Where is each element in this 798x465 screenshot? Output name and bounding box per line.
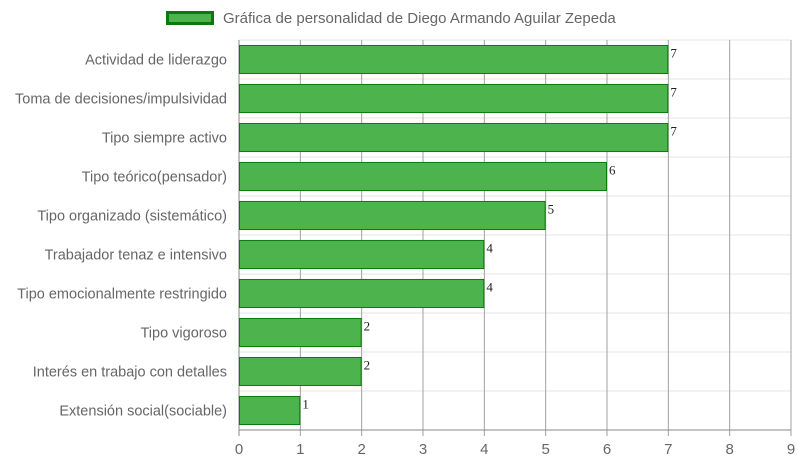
x-tick-label: 1 [296,441,304,458]
category-label: Tipo vigoroso [140,326,227,342]
x-tick-label: 2 [357,441,365,458]
category-label: Tipo emocionalmente restringido [17,287,227,303]
x-tick-label: 9 [787,441,795,458]
data-label: 7 [670,46,677,61]
bar [239,356,362,387]
x-tick-label: 6 [603,441,611,458]
data-label: 4 [486,280,493,295]
category-label: Tipo organizado (sistemático) [37,209,227,225]
category-label: Tipo teórico(pensador) [82,170,227,186]
data-label: 4 [486,241,493,256]
legend-label: Gráfica de personalidad de Diego Armando… [223,9,616,27]
bar [239,395,301,426]
category-label: Tipo siempre activo [102,131,227,147]
bar [239,122,669,153]
legend[interactable]: Gráfica de personalidad de Diego Armando… [166,8,616,28]
legend-swatch [166,11,214,25]
bar [239,83,669,114]
x-tick-label: 8 [725,441,733,458]
x-tick-label: 0 [235,441,243,458]
data-label: 2 [364,358,371,373]
x-tick-label: 5 [541,441,549,458]
bar [239,44,669,75]
data-label: 2 [364,319,371,334]
data-label: 6 [609,163,616,178]
category-label: Actividad de liderazgo [85,53,227,69]
x-tick-label: 4 [480,441,488,458]
category-label: Extensión social(sociable) [59,404,227,420]
bar [239,200,546,231]
bar [239,239,485,270]
bar [239,161,607,192]
bar [239,317,362,348]
x-tick-label: 7 [664,441,672,458]
category-label: Toma de decisiones/impulsividad [15,92,227,108]
data-label: 1 [302,397,309,412]
x-tick-label: 3 [419,441,427,458]
category-label: Trabajador tenaz e intensivo [45,248,227,264]
data-label: 5 [548,202,555,217]
category-label: Interés en trabajo con detalles [33,365,227,381]
bar [239,278,485,309]
data-label: 7 [670,124,677,139]
data-label: 7 [670,85,677,100]
